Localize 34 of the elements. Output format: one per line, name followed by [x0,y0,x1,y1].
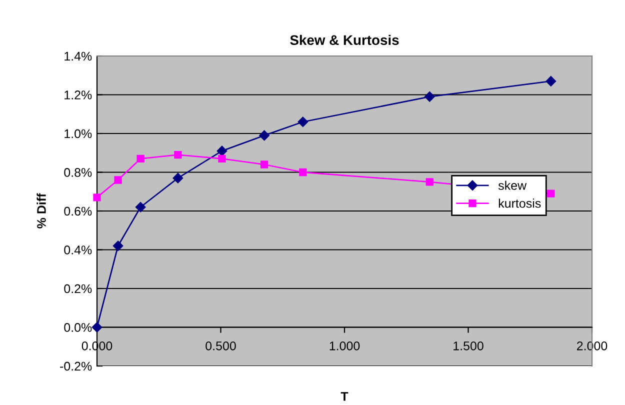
y-axis-title: % Diff [36,193,46,228]
point [135,202,146,212]
point [174,150,182,159]
point [298,116,308,127]
point [112,240,124,251]
point [547,190,555,198]
y-tick-label: 1.4% [64,52,92,61]
point [136,154,144,163]
y-tick-label: 0.8% [64,168,92,177]
point [114,176,122,184]
y-tick-label: 0.2% [64,284,92,294]
point [546,76,556,86]
y-tick-label: 0.0% [64,323,92,332]
legend-label: kurtosis [498,198,541,208]
point [260,160,268,168]
y-tick-label: -0.2% [60,362,92,371]
point [172,172,184,184]
point [259,130,270,141]
point [218,154,226,163]
y-tick-label: 1.2% [64,90,92,100]
point [299,168,307,176]
point [93,194,101,202]
x-tick-label: 0.500 [206,341,236,350]
y-tick-label: 1.0% [64,129,92,138]
x-tick-label: 1.500 [454,341,484,350]
x-axis-title: T [340,392,348,401]
y-tick-label: 0.6% [64,206,92,216]
chart-title: Skew & Kurtosis [290,34,399,46]
point [426,178,434,186]
y-tick-label: 0.4% [64,246,92,254]
point [424,92,435,102]
x-tick-label: 1.000 [330,341,360,350]
point [216,146,228,156]
legend-label: skew [498,180,527,190]
